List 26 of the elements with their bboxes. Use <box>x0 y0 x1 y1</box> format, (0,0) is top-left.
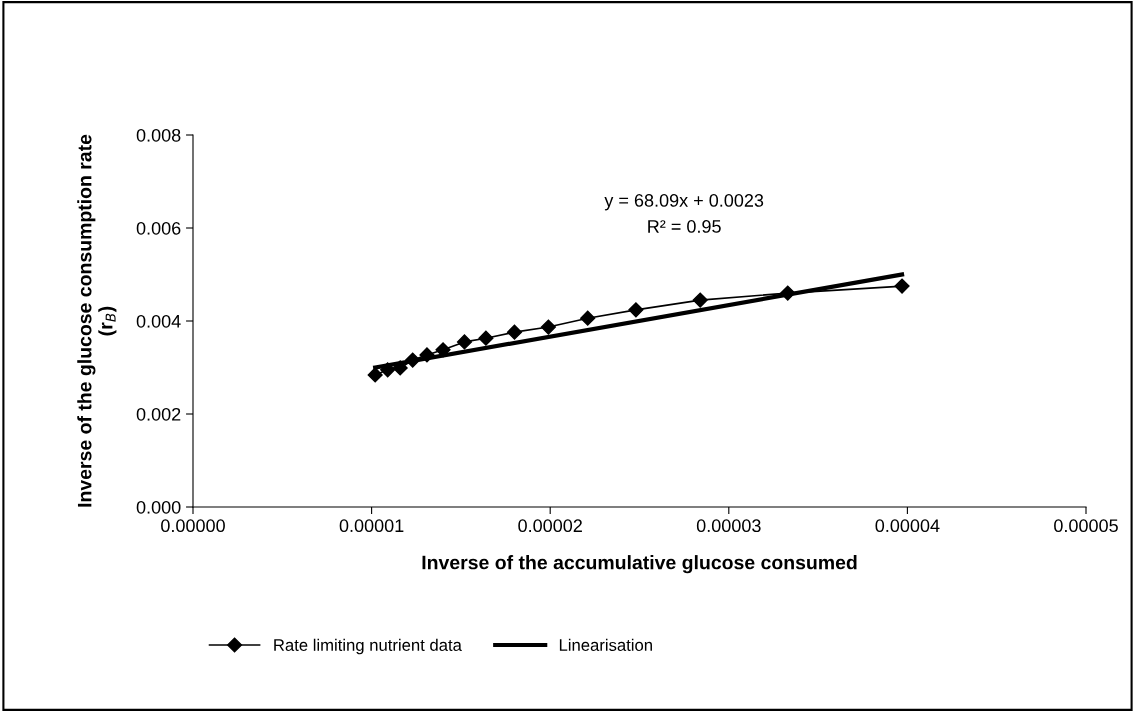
point <box>580 310 596 326</box>
x-axis-title: Inverse of the accumulative glucose consumed <box>422 555 857 574</box>
x-tick-label: 0.00002 <box>518 519 582 533</box>
point <box>506 324 523 340</box>
point <box>628 302 644 318</box>
y-tick-label: 0.002 <box>136 407 181 421</box>
annotation: y = 68.09x + 0.0023 <box>604 194 764 211</box>
x-tick-label: 0.00001 <box>339 519 404 533</box>
annotation: R² = 0.95 <box>648 220 721 233</box>
y-axis-title: Inverse of the glucose consumption rate (r$_{B}$) <box>77 134 117 507</box>
y-tick-label: 0.006 <box>136 221 181 235</box>
legend-label: Rate limiting nutrient data <box>274 638 462 655</box>
y-tick-label: 0.008 <box>136 128 181 142</box>
point <box>540 319 556 335</box>
x-tick-label: 0.00000 <box>161 519 225 533</box>
point <box>456 334 473 350</box>
x-tick-label: 0.00005 <box>1054 519 1118 533</box>
x-tick-label: 0.00004 <box>875 519 940 533</box>
point <box>692 292 708 308</box>
y-tick-label: 0.004 <box>136 314 181 328</box>
legend-label: Linearisation <box>559 638 652 651</box>
point <box>367 367 383 383</box>
x-tick-label: 0.00003 <box>696 519 761 533</box>
y-tick-label: 0.000 <box>136 500 181 514</box>
point <box>894 278 910 294</box>
point <box>478 330 494 346</box>
